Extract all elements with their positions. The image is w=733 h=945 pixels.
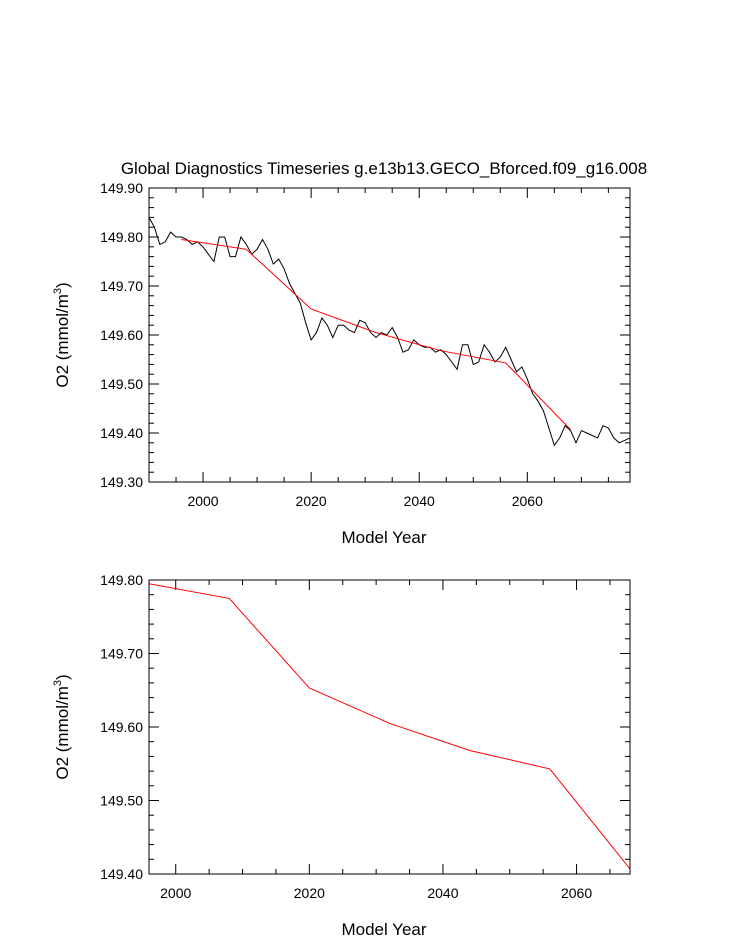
bottom-ytick-label: 149.80 — [100, 572, 143, 588]
top-series-lines — [148, 217, 631, 447]
top-ytick-label: 149.70 — [100, 278, 143, 294]
top-ytick-label: 149.40 — [100, 425, 143, 441]
top-y-axis-label-sup: 3 — [52, 288, 64, 294]
bottom-ytick-label: 149.50 — [100, 793, 143, 809]
bottom-x-axis-label: Model Year — [341, 920, 426, 939]
bottom-xtick-labels: 2000 2020 2040 2060 — [160, 885, 592, 901]
bottom-xtick-label: 2040 — [427, 885, 458, 901]
top-ytick-label: 149.90 — [100, 180, 143, 196]
top-xtick-labels: 2000 2020 2040 2060 — [187, 493, 543, 509]
bottom-xtick-label: 2000 — [160, 885, 191, 901]
top-xtick-label: 2020 — [296, 493, 327, 509]
top-ytick-label: 149.60 — [100, 327, 143, 343]
top-ytick-label: 149.50 — [100, 376, 143, 392]
top-xtick-label: 2040 — [404, 493, 435, 509]
bottom-y-axis-label-text: O2 (mmol/m — [53, 686, 72, 780]
top-y-axis-label: O2 (mmol/m3) — [52, 282, 72, 387]
top-tick-marks — [148, 187, 630, 483]
top-series-trend-line — [181, 239, 571, 430]
bottom-tick-marks — [149, 579, 630, 875]
chart-title: Global Diagnostics Timeseries g.e13b13.G… — [121, 159, 647, 178]
top-x-axis-label: Model Year — [341, 528, 426, 547]
bottom-xtick-label: 2060 — [561, 885, 592, 901]
top-series-annual-line — [148, 217, 631, 447]
bottom-ytick-label: 149.70 — [100, 646, 143, 662]
bottom-ytick-label: 149.60 — [100, 719, 143, 735]
bottom-plot-frame — [148, 579, 631, 875]
top-xtick-label: 2060 — [512, 493, 543, 509]
top-ytick-label: 149.80 — [100, 229, 143, 245]
bottom-ytick-label: 149.40 — [100, 866, 143, 882]
top-ytick-labels: 149.30 149.40 149.50 149.60 149.70 149.80 149.… — [100, 180, 143, 490]
bottom-ytick-labels: 149.40 149.50 149.60 149.70 149.80 — [100, 572, 143, 882]
top-y-axis-label-text: O2 (mmol/m — [53, 294, 72, 388]
bottom-y-axis-label-close: ) — [53, 674, 72, 680]
bottom-series-lines — [148, 583, 631, 870]
bottom-y-axis-label-sup: 3 — [52, 680, 64, 686]
top-xtick-label: 2000 — [187, 493, 218, 509]
top-y-axis-label-close: ) — [53, 282, 72, 288]
top-ytick-label: 149.30 — [100, 474, 143, 490]
bottom-series-trend-line — [148, 583, 631, 870]
bottom-xtick-label: 2020 — [294, 885, 325, 901]
bottom-y-axis-label: O2 (mmol/m3) — [52, 674, 72, 779]
top-panel: Global Diagnostics Timeseries g.e13b13.G… — [52, 159, 647, 547]
top-plot-frame — [148, 187, 631, 483]
